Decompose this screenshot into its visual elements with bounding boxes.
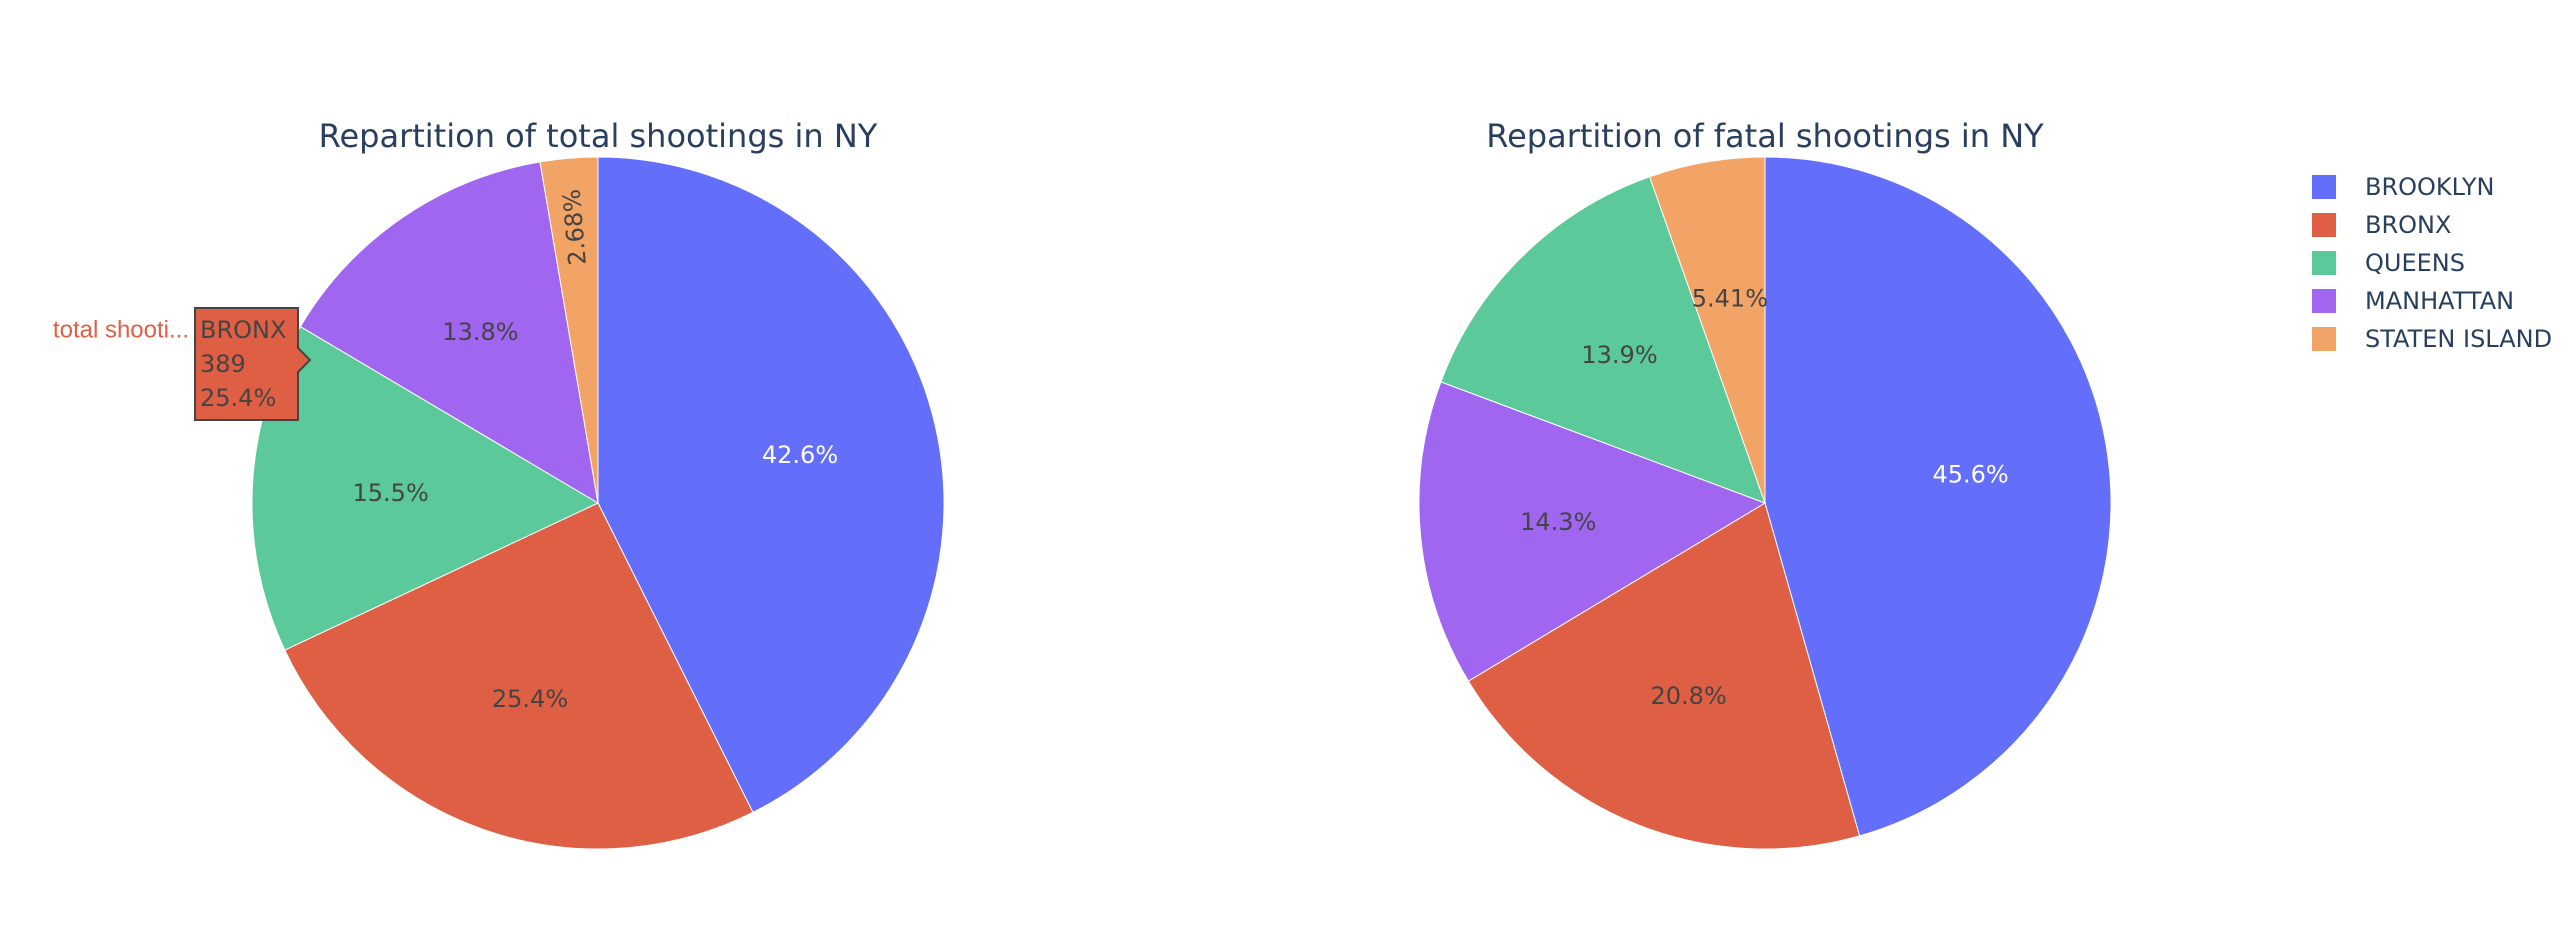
hover-tooltip: BRONX 389 25.4% total shooti... xyxy=(53,307,312,421)
tooltip-trace-name: total shooti... xyxy=(53,317,189,344)
pie-slice-fatal-bronx[interactable] xyxy=(1467,502,1861,850)
pie-label-total-staten-island: 2.68% xyxy=(558,188,592,266)
legend-item-staten-island[interactable]: STATEN ISLAND xyxy=(2312,325,2552,353)
tooltip-box xyxy=(194,307,312,421)
tooltip-line-2: 25.4% xyxy=(200,384,276,412)
legend-item-queens[interactable]: QUEENS xyxy=(2312,249,2465,277)
pie-label-fatal-manhattan: 14.3% xyxy=(1520,508,1596,536)
tooltip-line-1: 389 xyxy=(200,350,246,378)
legend-swatch xyxy=(2312,289,2336,313)
legend-item-bronx[interactable]: BRONX xyxy=(2312,211,2451,239)
legend-swatch xyxy=(2312,213,2336,237)
legend-swatch xyxy=(2312,251,2336,275)
legend-item-brooklyn[interactable]: BROOKLYN xyxy=(2312,173,2494,201)
pie-slice-fatal-queens[interactable] xyxy=(1440,176,1766,504)
pie-label-total-manhattan: 13.8% xyxy=(442,318,518,346)
pie-slice-fatal-brooklyn[interactable] xyxy=(1764,156,2112,837)
legend-swatch xyxy=(2312,327,2336,351)
legend-swatch xyxy=(2312,175,2336,199)
pie-label-fatal-queens: 13.9% xyxy=(1581,341,1657,369)
pie-total-shootings[interactable]: 42.6% 25.4% 15.5% 13.8% 2.68% xyxy=(251,156,945,850)
legend-label: BROOKLYN xyxy=(2365,173,2494,201)
pie-slice-total-manhattan[interactable] xyxy=(299,161,599,504)
pie-label-total-queens: 15.5% xyxy=(353,479,429,507)
pie-slice-total-staten-island[interactable] xyxy=(539,156,599,504)
pie-label-total-brooklyn: 42.6% xyxy=(762,441,838,469)
pie-label-fatal-brooklyn: 45.6% xyxy=(1932,460,2008,488)
legend-label: QUEENS xyxy=(2365,249,2465,277)
chart-title-fatal: Repartition of fatal shootings in NY xyxy=(1486,117,2044,155)
tooltip-line-0: BRONX xyxy=(200,316,286,344)
legend-label: STATEN ISLAND xyxy=(2365,325,2552,353)
pie-fatal-shootings[interactable]: 45.6% 20.8% 14.3% 13.9% 5.41% xyxy=(1418,156,2112,850)
chart-title-total: Repartition of total shootings in NY xyxy=(319,117,878,155)
pie-slice-total-brooklyn[interactable] xyxy=(597,156,945,814)
pie-slice-fatal-staten-island[interactable] xyxy=(1649,156,1766,504)
legend-label: BRONX xyxy=(2365,211,2451,239)
pie-label-fatal-bronx: 20.8% xyxy=(1651,682,1727,710)
pie-label-fatal-staten-island: 5.41% xyxy=(1692,284,1768,312)
legend[interactable]: BROOKLYN BRONX QUEENS MANHATTAN STATEN ISLAN… xyxy=(2312,173,2552,353)
legend-label: MANHATTAN xyxy=(2365,287,2514,315)
legend-item-manhattan[interactable]: MANHATTAN xyxy=(2312,287,2514,315)
pie-label-total-bronx: 25.4% xyxy=(492,685,568,713)
pie-slice-fatal-manhattan[interactable] xyxy=(1418,381,1767,682)
pie-slice-total-bronx[interactable] xyxy=(284,502,754,850)
